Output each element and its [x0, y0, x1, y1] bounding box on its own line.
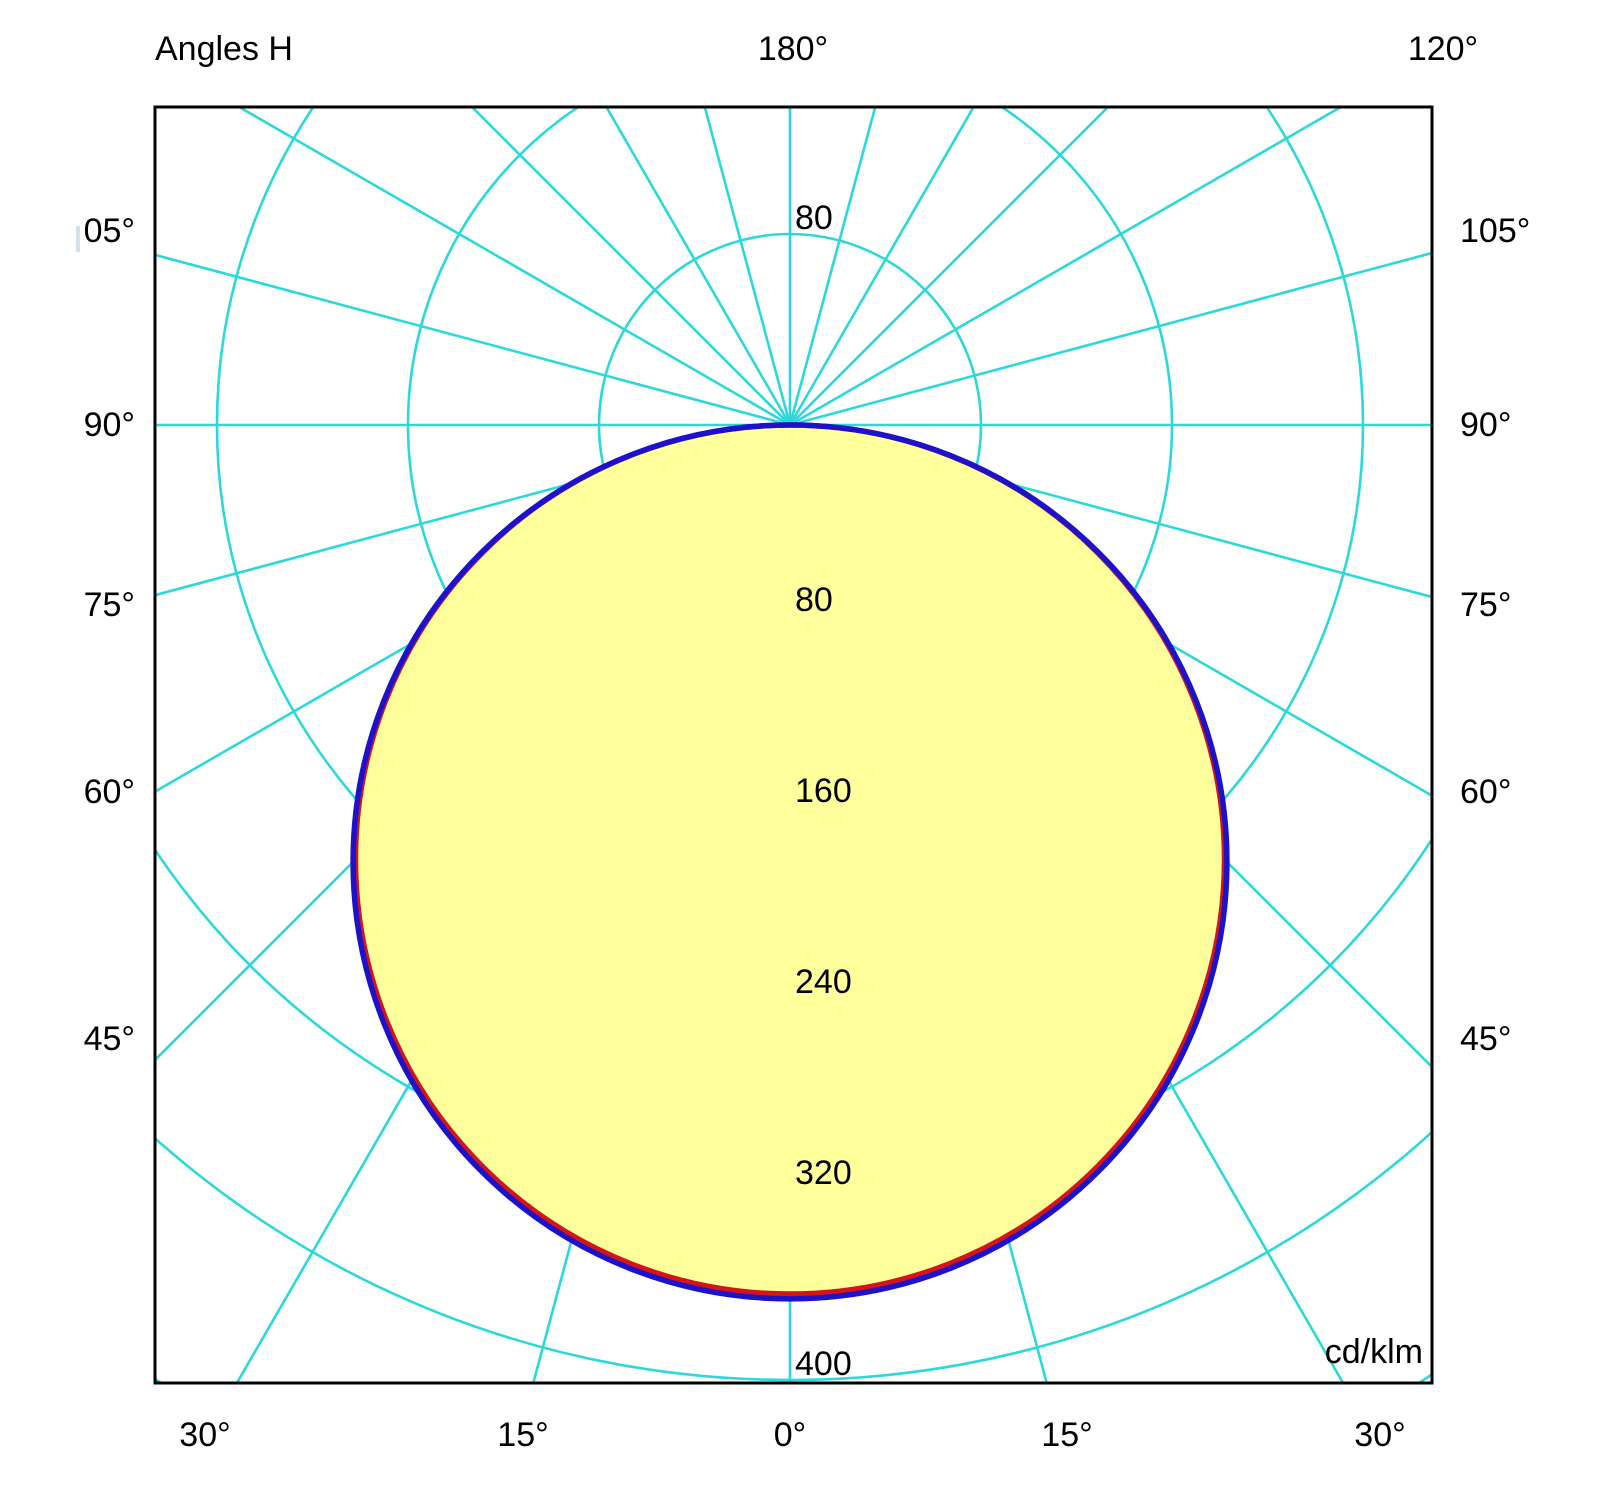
left-axis-label-60: 60° — [83, 773, 135, 811]
grid-radial-135deg — [789, 107, 1110, 426]
curve-blue — [350, 422, 1230, 1302]
grid-radial-105deg — [789, 251, 1432, 427]
top-axis-label-180: 180° — [757, 30, 829, 68]
grid-radial-75deg — [789, 423, 1432, 599]
left-axis-label-90: 90° — [83, 406, 135, 444]
unit-label: cd/klm — [1324, 1333, 1423, 1371]
intensity-curves — [350, 422, 1230, 1302]
bottom-axis-label-0: 0° — [773, 1416, 807, 1454]
chart-title: Angles H — [155, 30, 293, 68]
bottom-axis-label-15L: 15° — [497, 1416, 549, 1454]
ring-label-80-upper: 80 — [795, 199, 833, 237]
bottom-axis-label-30R: 30° — [1354, 1416, 1406, 1454]
intensity-fill-circle — [353, 424, 1227, 1299]
ring-label-160: 160 — [795, 772, 852, 810]
grid-radial-225deg — [470, 107, 791, 426]
left-axis-label-45: 45° — [83, 1020, 135, 1058]
right-axis-label-90: 90° — [1460, 406, 1512, 444]
ring-label-320: 320 — [795, 1154, 852, 1192]
grid-radial-210deg — [604, 107, 792, 426]
ring-label-240: 240 — [795, 963, 852, 1001]
top-axis-label-120: 120° — [1407, 30, 1479, 68]
grid-radial-150deg — [788, 107, 976, 426]
right-axis-label-105: 105° — [1460, 212, 1531, 250]
right-axis-label-75: 75° — [1460, 586, 1512, 624]
grid-radial-195deg — [703, 107, 792, 426]
right-axis-label-45: 45° — [1460, 1020, 1512, 1058]
ring-label-80: 80 — [795, 581, 833, 619]
grid-radial-165deg — [788, 107, 877, 426]
bottom-axis-label-15R: 15° — [1041, 1416, 1093, 1454]
grid-radial-120deg — [789, 107, 1344, 427]
left-axis-label-105: 05° — [83, 212, 135, 250]
grid-radial-240deg — [236, 107, 791, 427]
left-axis-label-75: 75° — [83, 586, 135, 624]
grid-radial-285deg — [155, 423, 791, 597]
plot-border — [153, 105, 1434, 1385]
right-axis-label-60: 60° — [1460, 773, 1512, 811]
ring-label-400: 400 — [795, 1345, 852, 1383]
clipped-digit-artifact — [76, 226, 80, 252]
intensity-fill-area — [353, 424, 1227, 1299]
grid-radial-255deg — [155, 253, 791, 427]
bottom-axis-label-30L: 30° — [179, 1416, 231, 1454]
